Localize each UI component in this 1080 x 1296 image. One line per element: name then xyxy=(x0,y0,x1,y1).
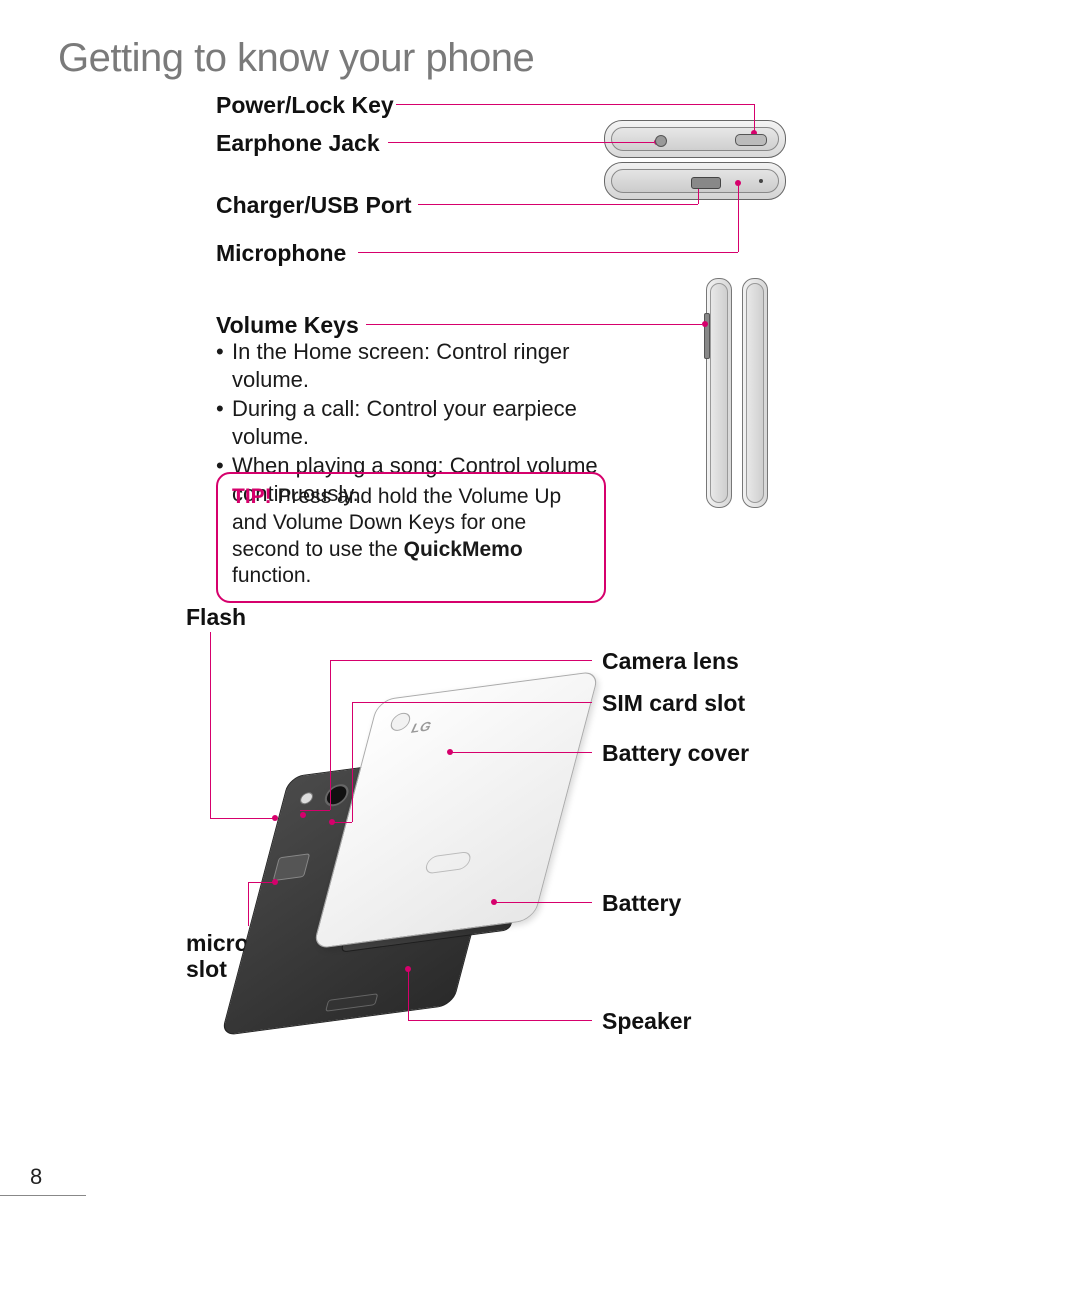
leader-cam-dot xyxy=(300,812,306,818)
leader-cover-dot xyxy=(447,749,453,755)
phone-back-exploded xyxy=(200,620,900,1060)
leader-sim-h2 xyxy=(332,822,352,823)
leader-cover-h xyxy=(450,752,592,753)
leader-jack-h xyxy=(388,142,654,143)
leader-mic-dot xyxy=(735,180,741,186)
power-key-icon xyxy=(735,134,767,146)
bullet-2: During a call: Control your earpiece vol… xyxy=(232,395,616,450)
battery-cover-icon xyxy=(312,670,600,949)
leader-cam-h2 xyxy=(300,810,330,811)
phone-side-right xyxy=(742,278,768,508)
leader-flash-dot xyxy=(272,815,278,821)
footer-rule xyxy=(0,1195,86,1196)
page-title: Getting to know your phone xyxy=(58,36,534,81)
leader-sim-h xyxy=(352,702,592,703)
flash-led-icon xyxy=(299,792,315,806)
manual-page: Getting to know your phone Power/Lock Ke… xyxy=(0,0,1080,1296)
label-power-lock: Power/Lock Key xyxy=(216,92,394,119)
page-number: 8 xyxy=(30,1164,42,1190)
leader-power-h xyxy=(396,104,754,105)
phone-bottom-edge xyxy=(604,162,786,200)
speaker-grille-icon xyxy=(325,993,378,1012)
leader-sd-v xyxy=(248,882,249,926)
leader-power-v xyxy=(754,104,755,132)
cover-logo-oval-icon xyxy=(424,851,473,875)
phone-top-edge xyxy=(604,120,786,158)
leader-sim-v xyxy=(352,702,353,822)
leader-spk-v xyxy=(408,970,409,1020)
microphone-hole-icon xyxy=(759,179,763,183)
label-earphone-jack: Earphone Jack xyxy=(216,130,380,157)
leader-flash-v xyxy=(210,632,211,818)
leader-cam-h xyxy=(330,660,592,661)
label-microphone: Microphone xyxy=(216,240,346,267)
label-volume-keys: Volume Keys xyxy=(216,312,359,339)
phone-side-left xyxy=(706,278,732,508)
leader-sd-dot xyxy=(272,879,278,885)
leader-usb-h xyxy=(418,204,698,205)
tip-quickmemo: QuickMemo xyxy=(404,538,523,561)
leader-sim-dot xyxy=(329,819,335,825)
leader-mic-h xyxy=(358,252,738,253)
leader-batt-dot xyxy=(491,899,497,905)
usb-port-icon xyxy=(691,177,721,189)
leader-vol-h xyxy=(366,324,702,325)
leader-batt-h xyxy=(494,902,592,903)
leader-cam-v xyxy=(330,660,331,810)
leader-mic-v xyxy=(738,184,739,252)
leader-spk-h xyxy=(408,1020,592,1021)
bullet-1: In the Home screen: Control ringer volum… xyxy=(232,338,616,393)
cover-camera-hole-icon xyxy=(389,712,413,732)
tip-lead: TIP! xyxy=(232,485,272,508)
tip-text-2: function. xyxy=(232,564,311,587)
leader-vol-dot xyxy=(702,321,708,327)
leader-flash-h xyxy=(210,818,274,819)
microsd-slot-icon xyxy=(273,853,311,881)
leader-sd-h xyxy=(248,882,274,883)
camera-lens-icon xyxy=(322,783,351,808)
label-charger-usb: Charger/USB Port xyxy=(216,192,412,219)
leader-spk-dot xyxy=(405,966,411,972)
volume-key-icon xyxy=(704,313,710,359)
earphone-jack-icon xyxy=(655,135,667,147)
tip-box: TIP! Press and hold the Volume Up and Vo… xyxy=(216,472,606,603)
